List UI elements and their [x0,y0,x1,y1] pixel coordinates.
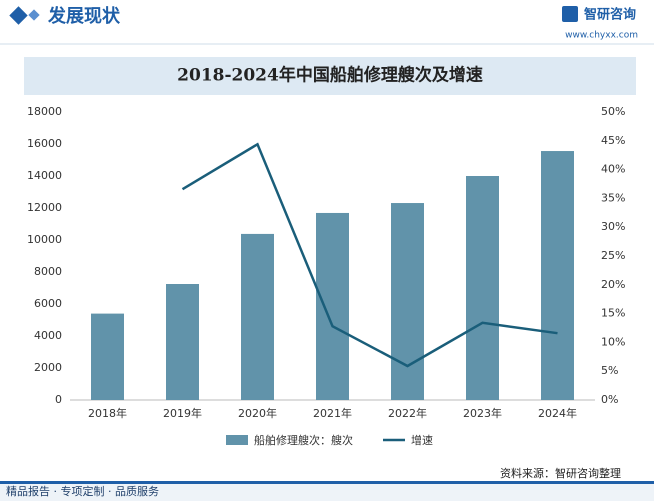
y2-tick-label: 35% [601,191,625,204]
x-tick-label: 2019年 [163,406,202,420]
legend-label: 船舶修理艘次：艘次 [254,433,353,447]
footer-line [0,481,654,484]
brand-url: www.chyxx.com [565,31,638,41]
y-tick-label: 16000 [27,137,62,150]
y-tick-label: 2000 [34,361,62,374]
y2-tick-label: 30% [601,220,625,233]
bar [316,212,349,400]
section-title: 发展现状 [47,5,121,27]
bar [91,313,124,400]
y-tick-label: 8000 [34,265,62,278]
bar [541,151,574,400]
header-icon [9,6,28,25]
legend-swatch [226,435,248,445]
brand-name: 智研咨询 [584,7,636,23]
y-tick-label: 10000 [27,233,62,246]
bar [391,203,424,400]
legend-label: 增速 [411,433,433,447]
bar [166,284,199,400]
bar [466,176,499,400]
chart-title-band [24,57,636,95]
y2-tick-label: 10% [601,335,625,348]
y2-tick-label: 25% [601,249,625,262]
chart-title: 2018-2024年中国船舶修理艘次及增速 [177,65,483,86]
growth-line [181,142,558,368]
y2-tick-label: 15% [601,307,625,320]
y2-tick-label: 45% [601,134,625,147]
y2-tick-label: 0% [601,393,618,406]
header-icon-small [28,9,40,21]
y-tick-label: 14000 [27,169,62,182]
x-tick-label: 2022年 [388,406,427,420]
footer-band [0,481,654,501]
y-tick-label: 18000 [27,105,62,118]
x-tick-label: 2023年 [463,406,502,420]
footer-slogan: 精品报告 · 专项定制 · 品质服务 [6,484,159,498]
bar [241,233,274,400]
x-tick-label: 2018年 [88,406,127,420]
brand-logo [562,6,578,22]
y-tick-label: 12000 [27,201,62,214]
x-tick-label: 2021年 [313,406,352,420]
y-tick-label: 0 [55,393,62,406]
y2-tick-label: 20% [601,278,625,291]
y2-tick-label: 40% [601,163,625,176]
x-tick-label: 2020年 [238,406,277,420]
y2-tick-label: 5% [601,364,618,377]
y-tick-label: 4000 [34,329,62,342]
x-tick-label: 2024年 [538,406,577,420]
y2-tick-label: 50% [601,105,625,118]
footer-source: 资料来源：智研咨询整理 [500,466,621,480]
y-tick-label: 6000 [34,297,62,310]
